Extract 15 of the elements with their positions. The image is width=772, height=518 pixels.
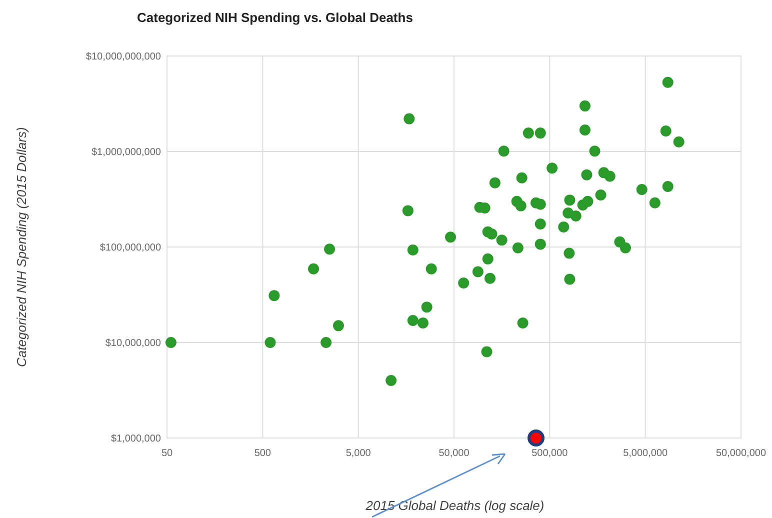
x-tick-label: 500,000 <box>532 448 568 459</box>
y-tick-label: $10,000,000 <box>105 338 162 349</box>
x-tick-label: 500 <box>254 448 272 459</box>
x-tick-label: 5,000 <box>346 448 372 459</box>
x-axis-title: 2015 Global Deaths (log scale) <box>364 498 544 513</box>
x-tick-label: 50,000,000 <box>716 448 766 459</box>
y-axis-title: Categorized NIH Spending (2015 Dollars) <box>14 127 29 367</box>
chart-title: Categorized NIH Spending vs. Global Deaths <box>137 10 413 25</box>
y-tick-label: $1,000,000,000 <box>91 147 162 158</box>
x-tick-label: 5,000,000 <box>623 448 668 459</box>
y-tick-label: $10,000,000,000 <box>86 52 162 62</box>
x-tick-label: 50,000 <box>438 448 470 459</box>
y-tick-label: $1,000,000 <box>110 434 162 444</box>
x-tick-label: 50 <box>161 448 173 459</box>
y-tick-label: $100,000,000 <box>100 242 162 254</box>
